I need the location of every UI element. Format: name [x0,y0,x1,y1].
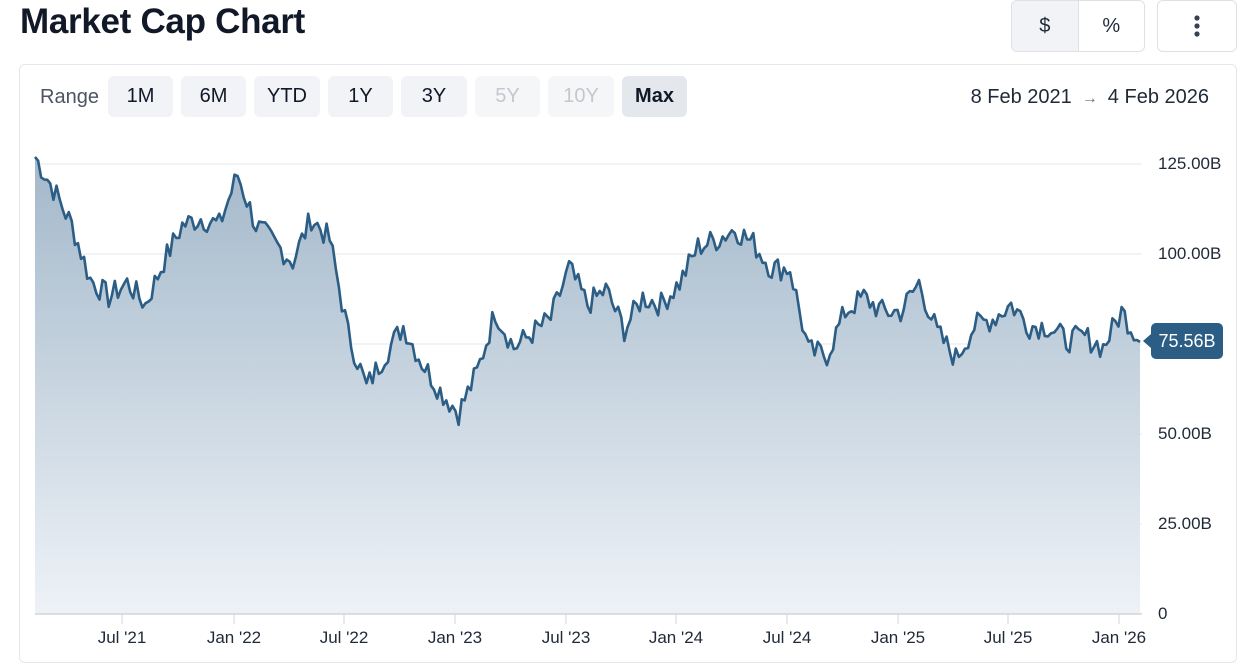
y-tick-25b: 25.00B [1158,514,1212,533]
percent-toggle-button[interactable]: % [1102,14,1121,37]
page-title: Market Cap Chart [20,2,305,41]
x-tick-label: Jan '23 [427,628,483,647]
range-5y-button: 5Y [475,76,540,117]
range-6m-button[interactable]: 6M [181,76,246,117]
x-axis-ticks [121,614,1120,624]
x-tick-label: Jul '24 [762,628,812,647]
range-max-button[interactable]: Max [622,76,687,117]
area-fill [35,157,1140,614]
range-3y-button[interactable]: 3Y [401,76,467,117]
range-ytd-button[interactable]: YTD [254,76,320,117]
y-tick-0: 0 [1158,604,1168,623]
range-1m-button[interactable]: 1M [108,76,173,117]
x-tick-label: Jul '23 [541,628,591,647]
range-label: Range [40,86,99,108]
chart-card [19,64,1237,663]
dollar-toggle-button[interactable]: $ [1012,1,1079,51]
x-tick-label: Jan '25 [870,628,926,647]
end-date: 4 Feb 2026 [1107,86,1209,108]
y-tick-100b: 100.00B [1158,244,1222,263]
date-range[interactable]: 8 Feb 2021 → 4 Feb 2026 [971,86,1209,109]
more-options-button[interactable] [1157,0,1237,52]
market-cap-line [34,156,1141,427]
x-tick-label: Jul '22 [319,628,369,647]
y-tick-50b: 50.00B [1158,424,1212,443]
x-tick-label: Jan '24 [648,628,704,647]
x-tick-label: Jan '26 [1091,628,1147,647]
x-tick-label: Jul '21 [97,628,147,647]
y-tick-125b: 125.00B [1158,154,1222,173]
x-tick-label: Jul '25 [983,628,1033,647]
current-value-badge: 75.56B [1143,323,1223,359]
more-vertical-icon [1194,15,1200,37]
start-date: 8 Feb 2021 [970,86,1072,108]
range-1y-button[interactable]: 1Y [328,76,393,117]
x-tick-label: Jan '22 [206,628,262,647]
currency-toggle: $ % [1011,0,1145,52]
range-10y-button: 10Y [548,76,614,117]
arrow-right-icon: → [1081,90,1098,107]
